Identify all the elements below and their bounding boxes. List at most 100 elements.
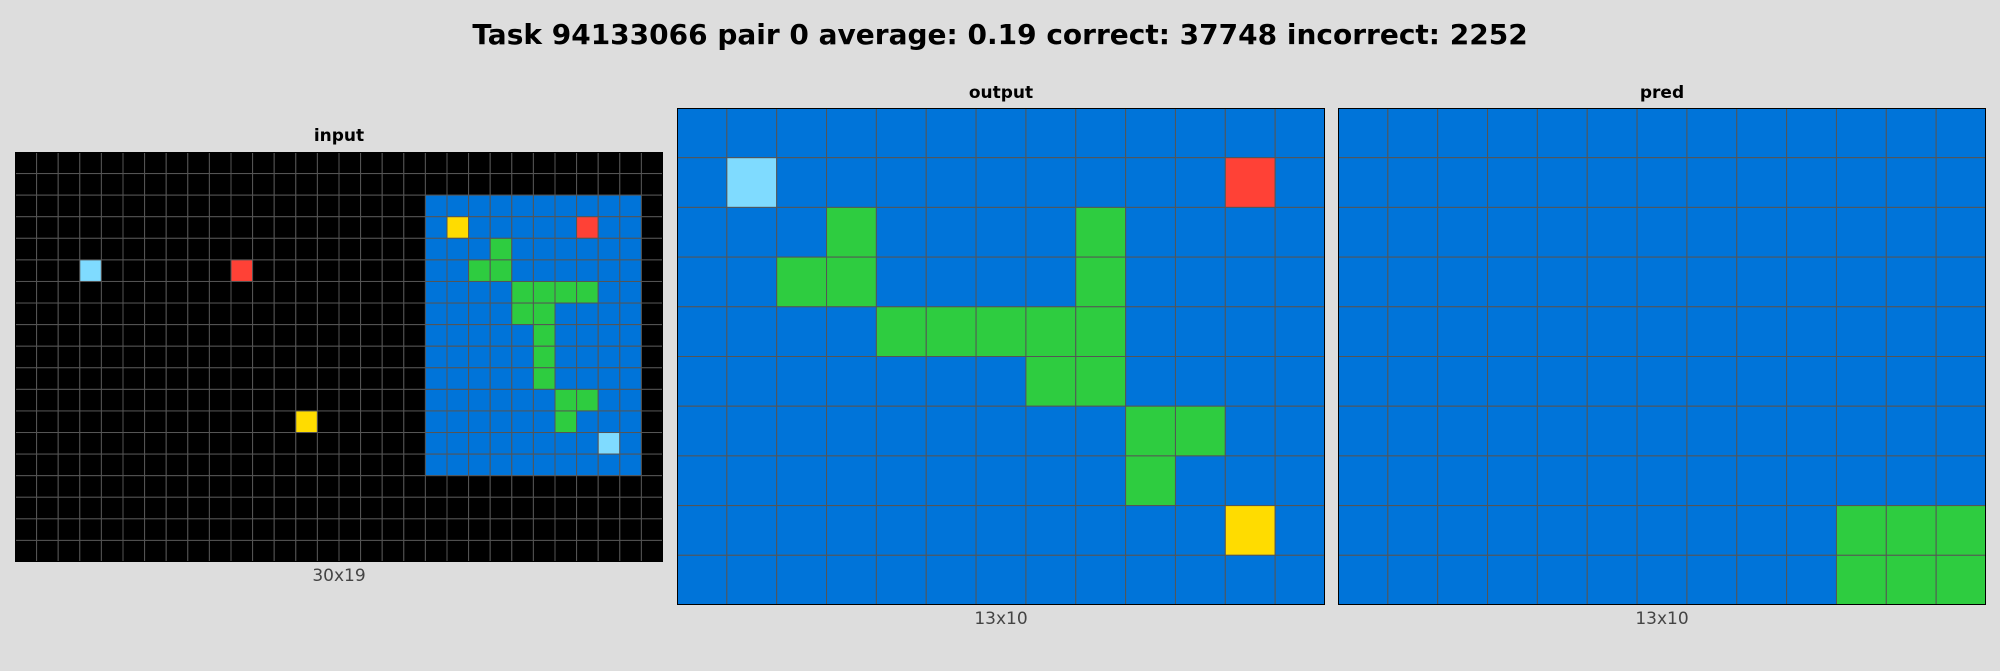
grid-cell — [468, 475, 491, 498]
grid-cell — [144, 216, 167, 239]
grid-cell — [273, 388, 297, 412]
grid-cell — [165, 345, 189, 369]
grid-cell — [316, 152, 340, 175]
grid-cell — [79, 216, 102, 239]
grid-cell — [165, 539, 189, 562]
grid-cell — [36, 388, 59, 412]
grid-cell — [1786, 108, 1837, 159]
grid-cell — [57, 432, 81, 455]
grid-cell — [1075, 306, 1127, 358]
grid-border — [15, 152, 663, 562]
grid-cell — [640, 410, 663, 434]
grid-cell — [619, 237, 642, 261]
input-size-label: 30x19 — [312, 566, 366, 586]
grid-cell — [1437, 405, 1489, 457]
grid-cell — [1786, 455, 1837, 507]
grid-cell — [187, 367, 210, 390]
grid-cell — [165, 518, 189, 541]
grid-cell — [619, 475, 642, 498]
grid-cell — [230, 194, 254, 218]
grid-cell — [403, 237, 426, 261]
grid-cell — [230, 173, 254, 196]
grid-cell — [489, 152, 513, 175]
grid-cell — [619, 539, 642, 562]
grid-cell — [1125, 554, 1176, 605]
grid-cell — [1935, 306, 1986, 358]
grid-cell — [230, 475, 254, 498]
grid-cell — [489, 216, 513, 239]
grid-cell — [1487, 455, 1538, 507]
grid-cell — [576, 302, 599, 326]
grid-cell — [826, 356, 877, 407]
grid-cell — [403, 539, 426, 562]
grid-cell — [1835, 108, 1887, 159]
grid-cell — [338, 237, 362, 261]
grid-cell — [252, 453, 275, 477]
grid-cell — [252, 324, 275, 347]
grid-cell — [576, 345, 599, 369]
grid-cell — [360, 280, 383, 304]
grid-cell — [424, 280, 448, 304]
grid-cell — [554, 453, 578, 477]
grid-cell — [100, 216, 124, 239]
grid-cell — [446, 388, 470, 412]
grid-cell — [511, 345, 534, 369]
grid-cell — [511, 539, 534, 562]
grid-cell — [1437, 157, 1489, 208]
grid-cell — [1736, 306, 1788, 358]
grid-cell — [57, 410, 81, 434]
grid-cell — [57, 237, 81, 261]
grid-cell — [1586, 157, 1638, 208]
grid-cell — [1274, 505, 1325, 556]
grid-cell — [122, 539, 146, 562]
grid-cell — [597, 259, 621, 282]
grid-cell — [511, 194, 534, 218]
grid-cell — [1224, 206, 1276, 258]
grid-cell — [122, 237, 146, 261]
grid-cell — [975, 554, 1027, 605]
grid-cell — [1387, 455, 1439, 507]
grid-cell — [640, 194, 663, 218]
grid-cell — [144, 280, 167, 304]
grid-cell — [79, 324, 102, 347]
grid-cell — [576, 152, 599, 175]
grid-cell — [79, 410, 102, 434]
grid-cell — [1338, 505, 1389, 556]
grid-cell — [316, 410, 340, 434]
grid-cell — [295, 432, 318, 455]
grid-cell — [1338, 256, 1389, 308]
grid-cell — [1437, 356, 1489, 407]
grid-cell — [619, 302, 642, 326]
grid-cell — [316, 496, 340, 520]
grid-cell — [187, 539, 210, 562]
grid-cell — [1885, 405, 1937, 457]
grid-cell — [532, 496, 556, 520]
grid-cell — [532, 432, 556, 455]
grid-cell — [122, 259, 146, 282]
grid-cell — [208, 432, 232, 455]
grid-cell — [975, 405, 1027, 457]
grid-cell — [1174, 306, 1226, 358]
grid-cell — [187, 345, 210, 369]
grid-cell — [144, 518, 167, 541]
grid-cell — [1274, 206, 1325, 258]
grid-cell — [360, 259, 383, 282]
grid-cell — [875, 108, 927, 159]
grid-cell — [208, 324, 232, 347]
grid-cell — [826, 306, 877, 358]
grid-cell — [532, 518, 556, 541]
grid-cell — [424, 345, 448, 369]
grid-cell — [273, 367, 297, 390]
grid-cell — [1835, 256, 1887, 308]
grid-cell — [1536, 405, 1588, 457]
grid-cell — [1224, 554, 1276, 605]
grid-cell — [403, 194, 426, 218]
grid-cell — [1686, 455, 1738, 507]
grid-cell — [619, 432, 642, 455]
grid-cell — [252, 367, 275, 390]
grid-cell — [1736, 256, 1788, 308]
grid-cell — [619, 216, 642, 239]
grid-cell — [1387, 356, 1439, 407]
grid-cell — [640, 475, 663, 498]
grid-cell — [677, 356, 728, 407]
